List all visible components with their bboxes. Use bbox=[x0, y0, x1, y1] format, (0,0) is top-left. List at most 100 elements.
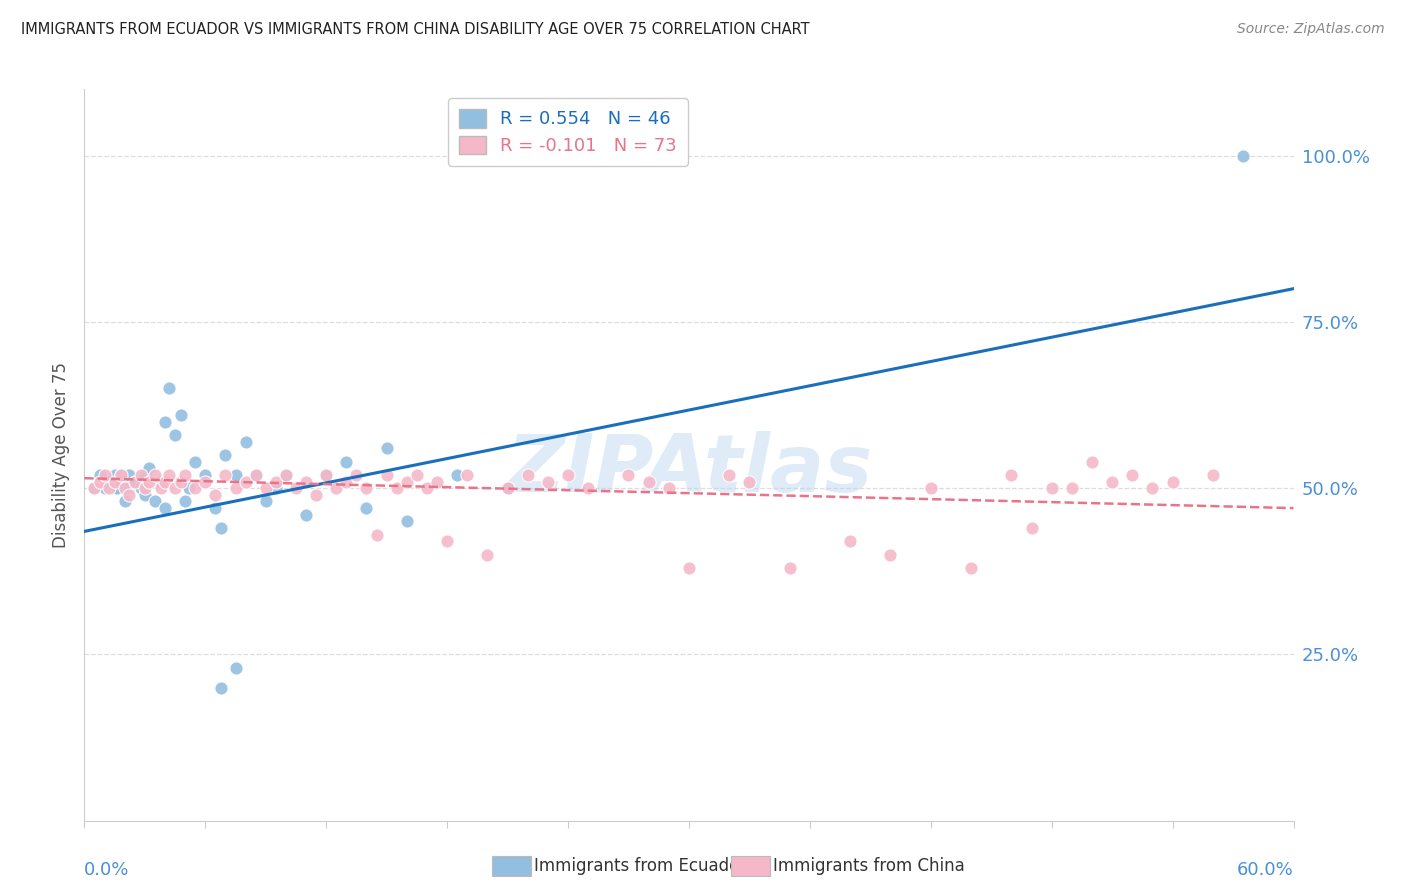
Text: ZIPAtlas: ZIPAtlas bbox=[506, 431, 872, 508]
Point bbox=[83, 481, 105, 495]
Point bbox=[1202, 467, 1225, 482]
Point bbox=[617, 467, 640, 482]
Point bbox=[184, 481, 207, 495]
Point bbox=[477, 548, 499, 562]
Point bbox=[89, 475, 111, 489]
Point bbox=[718, 467, 741, 482]
Y-axis label: Disability Age Over 75: Disability Age Over 75 bbox=[52, 362, 70, 548]
Point bbox=[658, 481, 681, 495]
Point bbox=[118, 467, 141, 482]
Point bbox=[576, 481, 599, 495]
Point bbox=[225, 467, 247, 482]
Point bbox=[446, 467, 468, 482]
Text: Immigrants from China: Immigrants from China bbox=[773, 857, 965, 875]
Point bbox=[1040, 481, 1063, 495]
Point bbox=[395, 515, 418, 529]
Point bbox=[436, 534, 458, 549]
Point bbox=[295, 508, 318, 522]
Point bbox=[174, 494, 197, 508]
Text: Source: ZipAtlas.com: Source: ZipAtlas.com bbox=[1237, 22, 1385, 37]
Point bbox=[235, 434, 257, 449]
Point bbox=[1232, 149, 1254, 163]
Point bbox=[678, 561, 700, 575]
Point bbox=[406, 467, 429, 482]
Point bbox=[879, 548, 901, 562]
Point bbox=[174, 467, 197, 482]
Point bbox=[153, 475, 176, 489]
Point bbox=[214, 467, 236, 482]
Point bbox=[110, 467, 132, 482]
Point bbox=[153, 415, 176, 429]
Point bbox=[134, 467, 156, 482]
Point bbox=[97, 481, 120, 495]
Point bbox=[274, 467, 297, 482]
Point bbox=[325, 481, 347, 495]
Point bbox=[194, 475, 217, 489]
Point bbox=[516, 467, 538, 482]
Point bbox=[134, 481, 156, 495]
Point bbox=[456, 467, 478, 482]
Text: 0.0%: 0.0% bbox=[84, 861, 129, 879]
Point bbox=[264, 475, 287, 489]
Point bbox=[129, 481, 152, 495]
Point bbox=[254, 494, 277, 508]
Point bbox=[1121, 467, 1143, 482]
Point bbox=[124, 475, 146, 489]
Point bbox=[1000, 467, 1022, 482]
Point bbox=[1021, 521, 1043, 535]
Point bbox=[124, 475, 146, 489]
Legend: R = 0.554   N = 46, R = -0.101   N = 73: R = 0.554 N = 46, R = -0.101 N = 73 bbox=[449, 98, 688, 166]
Point bbox=[315, 467, 337, 482]
Point bbox=[335, 475, 357, 489]
Point bbox=[83, 481, 105, 495]
Point bbox=[356, 501, 378, 516]
Point bbox=[1142, 481, 1164, 495]
Point bbox=[356, 481, 378, 495]
Point bbox=[209, 521, 232, 535]
Point bbox=[184, 454, 207, 468]
Point bbox=[385, 481, 408, 495]
Point bbox=[143, 494, 166, 508]
Point bbox=[157, 381, 180, 395]
Point bbox=[315, 467, 337, 482]
Point bbox=[225, 661, 247, 675]
Point bbox=[170, 475, 193, 489]
Point bbox=[254, 481, 277, 495]
Point bbox=[153, 501, 176, 516]
Point bbox=[97, 475, 120, 489]
Point bbox=[375, 467, 398, 482]
Point bbox=[496, 481, 519, 495]
Point bbox=[138, 475, 160, 489]
Point bbox=[779, 561, 801, 575]
Point bbox=[245, 467, 267, 482]
Point bbox=[305, 488, 328, 502]
Point bbox=[920, 481, 942, 495]
Point bbox=[179, 481, 201, 495]
Text: Immigrants from Ecuador: Immigrants from Ecuador bbox=[534, 857, 747, 875]
Point bbox=[143, 467, 166, 482]
Text: IMMIGRANTS FROM ECUADOR VS IMMIGRANTS FROM CHINA DISABILITY AGE OVER 75 CORRELAT: IMMIGRANTS FROM ECUADOR VS IMMIGRANTS FR… bbox=[21, 22, 810, 37]
Point bbox=[637, 475, 659, 489]
Point bbox=[738, 475, 761, 489]
Point bbox=[366, 527, 388, 541]
Point bbox=[105, 481, 128, 495]
Point bbox=[264, 481, 287, 495]
Point bbox=[375, 442, 398, 456]
Point bbox=[335, 454, 357, 468]
Point bbox=[204, 488, 226, 502]
Point bbox=[110, 467, 132, 482]
Point bbox=[235, 475, 257, 489]
Point bbox=[118, 481, 141, 495]
Point bbox=[839, 534, 862, 549]
Point bbox=[104, 467, 127, 482]
Point bbox=[395, 475, 418, 489]
Point bbox=[118, 488, 141, 502]
Point bbox=[1161, 475, 1184, 489]
Point bbox=[194, 467, 217, 482]
Point bbox=[295, 475, 318, 489]
Point bbox=[104, 475, 127, 489]
Point bbox=[416, 481, 439, 495]
Point bbox=[225, 481, 247, 495]
Point bbox=[93, 467, 115, 482]
Point bbox=[245, 467, 267, 482]
